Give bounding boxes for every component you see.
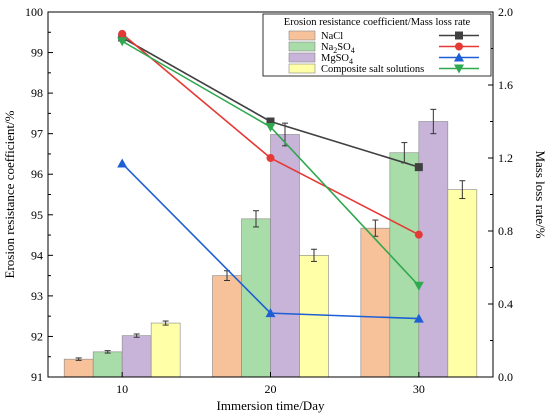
x-tick-label: 20 [265,382,277,396]
line-point [413,313,424,323]
y2-axis-title: Mass loss rate/% [533,150,548,238]
legend-swatch [288,52,316,63]
y-tick-label: 94 [31,248,43,262]
legend-swatch [288,30,316,41]
legend-marker [454,52,464,62]
legend-label-part: NaCl [321,31,343,42]
line-point [118,29,127,38]
y2-tick-label: 1.6 [498,78,513,92]
line-point [266,154,275,162]
legend-label-part: SO [337,42,351,53]
bar [299,255,329,378]
bar [447,189,478,378]
legend-swatch [288,41,316,52]
legend-label-part: Composite salt solutions [321,64,424,75]
line-point [413,281,424,291]
y2-tick-label: 0.8 [498,224,513,238]
legend-subscript: 4 [349,57,353,66]
bar [389,152,420,378]
bar [212,275,242,378]
legend-label-part: Mg [321,53,336,64]
legend-subscript: 2 [333,46,337,55]
y-tick-label: 100 [25,5,43,19]
y-tick-label: 91 [31,370,43,384]
legend: Erosion resistance coefficient/Mass loss… [262,13,492,77]
y-tick-label: 92 [31,329,43,343]
legend-label: Composite salt solutions [321,64,424,75]
line-point [117,37,128,47]
legend-label: Na2SO4 [321,42,355,55]
legend-label-part: SO [336,53,350,64]
legend-label: MgSO4 [321,53,353,66]
x-axis-title: Immersion time/Day [217,398,325,413]
y-axis-title: Erosion resistance coefficient/% [2,110,17,278]
x-tick-label: 10 [116,382,128,396]
bar-layer [63,108,478,378]
bar [63,358,94,378]
line-point [414,163,423,172]
y2-tick-label: 2.0 [498,5,513,19]
y-tick-label: 95 [31,208,43,222]
bar [418,121,449,378]
y-tick-label: 97 [31,127,43,141]
bar [150,322,181,378]
legend-subscript: 4 [351,46,355,55]
y2-tick-label: 0.0 [498,370,513,384]
y-tick-label: 98 [31,86,43,100]
line-point [117,158,128,168]
y2-tick-label: 1.2 [498,151,513,165]
legend-swatch [288,63,316,74]
line-point [266,117,275,126]
bar [92,351,123,378]
line-point [265,308,276,318]
y-tick-label: 99 [31,46,43,60]
axes: 91 92 93 94 95 96 97 98 99 100 0.0 0.4 0.8 1.2 1.6 2.0 1… [2,5,548,413]
legend-title: Erosion resistance coefficient/Mass loss… [284,17,471,28]
legend-marker [454,64,464,74]
y-tick-label: 93 [31,289,43,303]
line-layer [117,29,424,323]
legend-marker [455,31,463,40]
legend-marker [455,42,463,51]
y-tick-label: 96 [31,167,43,181]
line-point [414,230,423,239]
legend-label: NaCl [321,31,343,42]
line-point [265,122,276,132]
x-tick-label: 30 [413,382,425,396]
bar [121,335,152,378]
legend-label-part: Na [321,42,334,53]
y2-tick-label: 0.4 [498,297,513,311]
